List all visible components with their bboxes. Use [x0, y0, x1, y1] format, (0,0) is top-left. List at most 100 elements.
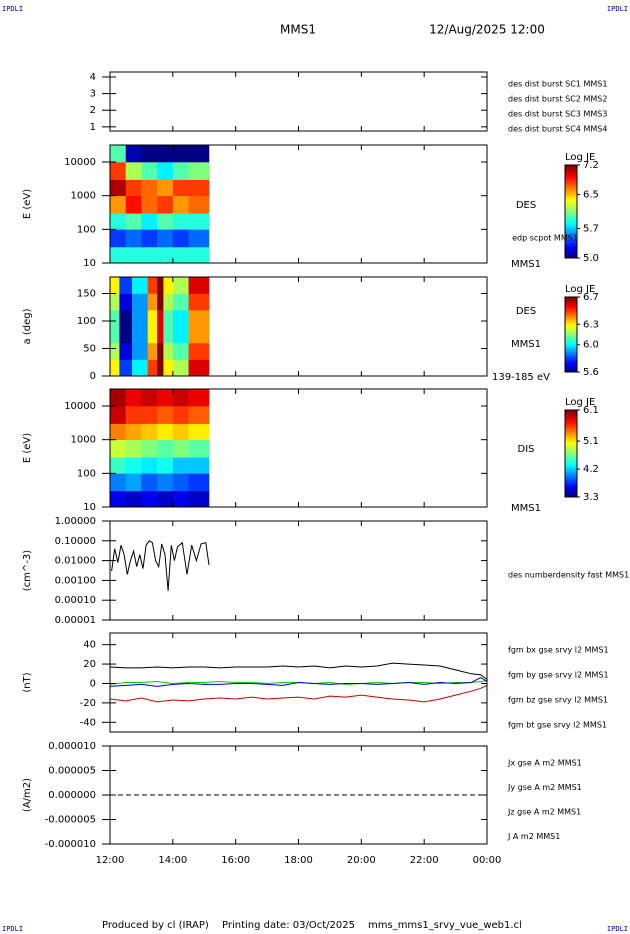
- colorbar-step: [565, 209, 577, 212]
- colorbar-step: [565, 197, 577, 201]
- colorbar-step: [565, 475, 577, 478]
- colorbar-step: [565, 455, 577, 459]
- y-tick-label: -0.000005: [45, 815, 96, 826]
- heatmap-cell: [172, 179, 189, 196]
- series-line: [109, 662, 488, 680]
- heatmap-cell: [141, 213, 158, 230]
- file-name: mms_mms1_srvy_vue_web1.cl: [368, 920, 522, 931]
- annotation: MMS1: [511, 339, 541, 350]
- legend-entry: Jz gse A m2 MMS1: [507, 808, 581, 817]
- heatmap-cell: [141, 439, 158, 458]
- heatmap-cell: [188, 179, 210, 196]
- heatmap-cell: [157, 229, 174, 248]
- series-line: [109, 677, 488, 687]
- colorbar-step: [565, 412, 577, 415]
- colorbar-step: [565, 328, 577, 332]
- logo: IPDLI: [607, 925, 628, 933]
- colorbar-step: [565, 462, 577, 465]
- y-tick-label: 100: [77, 468, 96, 479]
- heatmap-cell: [110, 439, 127, 458]
- y-tick-label: 0.00100: [55, 575, 96, 586]
- x-tick-label: 20:00: [347, 855, 376, 866]
- heatmap-cell: [110, 343, 120, 360]
- colorbar-step: [565, 336, 577, 339]
- colorbar-tick-label: 5.0: [583, 253, 599, 264]
- y-tick-label: 0: [90, 678, 96, 689]
- heatmap-cell: [172, 213, 189, 230]
- heatmap-cell: [125, 490, 142, 508]
- heatmap-cell: [141, 490, 158, 508]
- colorbar-step: [565, 199, 577, 203]
- heatmap-cell: [157, 145, 174, 163]
- colorbar-step: [565, 315, 577, 319]
- colorbar-step: [565, 486, 577, 489]
- y-axis-label: (A/m2): [22, 778, 33, 812]
- y-tick-label: 50: [83, 344, 96, 355]
- y-tick-label: 0.000010: [48, 741, 96, 752]
- heatmap-cell: [157, 277, 164, 294]
- y-axis-label: (nT): [22, 672, 33, 692]
- colorbar-step: [565, 416, 577, 420]
- y-tick-label: -0.000010: [45, 839, 96, 850]
- heatmap-cell: [157, 343, 164, 360]
- colorbar-step: [565, 239, 577, 243]
- heatmap-cell: [188, 277, 210, 294]
- heatmap-cell: [188, 359, 210, 377]
- heatmap-cell: [110, 473, 127, 492]
- heatmap-cell: [141, 406, 158, 424]
- heatmap-cell: [141, 423, 158, 440]
- colorbar-step: [565, 420, 577, 424]
- heatmap-cell: [157, 439, 174, 458]
- colorbar-frame: [564, 296, 578, 373]
- logo: IPDLI: [2, 925, 23, 933]
- heatmap-cell: [172, 162, 189, 180]
- colorbar-tick-label: 5.6: [583, 367, 599, 378]
- colorbar-step: [565, 438, 577, 441]
- colorbar-step: [565, 218, 577, 222]
- colorbar-step: [565, 225, 577, 229]
- heatmap-cell: [188, 246, 210, 264]
- heatmap-cell: [172, 359, 189, 377]
- heatmap-cell: [110, 179, 127, 196]
- heatmap-cell: [110, 213, 127, 230]
- heatmap-cell: [141, 229, 158, 248]
- legend-entry: fgm bx gse srvy l2 MMS1: [508, 646, 609, 655]
- heatmap-cell: [110, 145, 127, 163]
- heatmap-cell: [141, 179, 158, 196]
- heatmap-cell: [110, 162, 127, 180]
- annotation: DIS: [518, 444, 535, 455]
- colorbar-tick-label: 5.7: [583, 223, 599, 234]
- heatmap-cell: [172, 439, 189, 458]
- heatmap-cell: [147, 343, 158, 360]
- colorbar-step: [565, 255, 577, 259]
- colorbar-title: Log JE: [565, 284, 595, 295]
- colorbar-step: [565, 232, 577, 236]
- printing-date: Printing date: 03/Oct/2025: [222, 920, 355, 931]
- legend-entry: des numberdensity fast MMS1: [508, 571, 629, 580]
- colorbar-step: [565, 490, 577, 494]
- colorbar-step: [565, 325, 577, 328]
- logo: IPDLI: [2, 5, 23, 13]
- panel-frame: [109, 71, 488, 132]
- heatmap-cell: [188, 145, 210, 163]
- colorbar-step: [565, 176, 577, 180]
- colorbar-step: [565, 460, 577, 463]
- y-tick-label: -20: [80, 698, 96, 709]
- colorbar-step: [565, 178, 577, 182]
- heatmap-cell: [157, 179, 174, 196]
- colorbar-step: [565, 423, 577, 426]
- colorbar-step: [565, 313, 577, 317]
- heatmap-cell: [131, 277, 148, 294]
- heatmap-cell: [163, 277, 174, 294]
- heatmap-cell: [125, 162, 142, 180]
- heatmap-cell: [188, 473, 210, 492]
- x-tick-label: 00:00: [473, 855, 502, 866]
- y-tick-label: 0.000005: [48, 766, 96, 777]
- colorbar-step: [565, 440, 577, 444]
- heatmap-cell: [125, 246, 142, 264]
- colorbar-step: [565, 206, 577, 210]
- colorbar-step: [565, 202, 577, 206]
- colorbar-step: [565, 451, 577, 454]
- colorbar-step: [565, 244, 577, 247]
- y-tick-label: 0.00001: [55, 615, 96, 626]
